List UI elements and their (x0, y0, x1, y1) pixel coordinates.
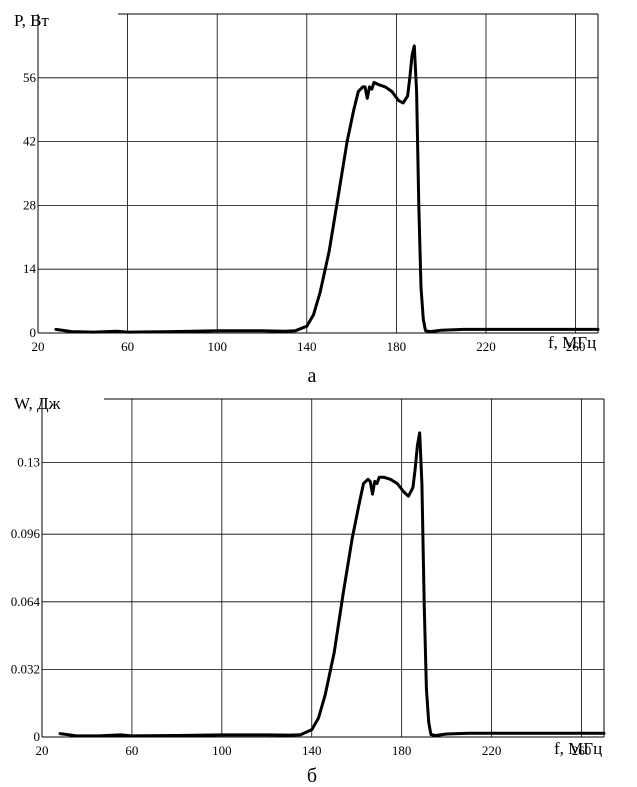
chart-a-xtick-260: 260 (566, 339, 586, 354)
chart-a-ytick-42: 42 (23, 134, 36, 149)
chart-b-xlabel: f, МГц (554, 739, 602, 758)
chart-a-xtick-20: 20 (32, 339, 45, 354)
chart-b-xtick-260: 260 (572, 743, 592, 758)
chart-b-ylabel: W, Дж (14, 394, 61, 413)
chart-b-grid (41, 398, 605, 738)
chart-a-xtick-220: 220 (476, 339, 496, 354)
chart-a-xlabel: f, МГц (548, 333, 596, 352)
chart-a-xtick-140: 140 (297, 339, 317, 354)
chart-a-ytick-56: 56 (23, 70, 37, 85)
chart-b-xtick-100: 100 (212, 743, 232, 758)
chart-b-xtick-20: 20 (36, 743, 49, 758)
chart-b-ytick-0.13: 0.13 (17, 454, 40, 469)
chart-b: W, Дж f, МГц б 20 60 100 140 180 220 260 0 0.032… (11, 394, 606, 787)
chart-b-xtick-140: 140 (302, 743, 322, 758)
chart-a-grid (37, 13, 599, 334)
chart-b-ytick-0: 0 (34, 729, 41, 744)
chart-b-ytick-0.064: 0.064 (11, 594, 41, 609)
chart-b-ytick-0.096: 0.096 (11, 526, 41, 541)
chart-a-ytick-0: 0 (30, 325, 37, 340)
chart-a-series-line-0 (54, 44, 600, 334)
chart-b-series-line-0 (58, 431, 606, 738)
chart-a: P, Вт f, МГц а 20 60 100 140 180 220 260 0 14 28 4… (14, 11, 600, 387)
chart-a-ylabel: P, Вт (14, 11, 49, 30)
chart-a-xtick-180: 180 (387, 339, 407, 354)
chart-b-xtick-180: 180 (392, 743, 412, 758)
chart-b-ytick-0.032: 0.032 (11, 661, 40, 676)
chart-a-xtick-60: 60 (121, 339, 134, 354)
chart-b-caption: б (307, 765, 317, 787)
chart-b-xtick-60: 60 (125, 743, 138, 758)
chart-a-ytick-28: 28 (23, 197, 36, 212)
chart-b-xtick-220: 220 (482, 743, 502, 758)
chart-a-caption: а (308, 365, 317, 387)
chart-a-ytick-14: 14 (23, 261, 37, 276)
chart-a-xtick-100: 100 (207, 339, 227, 354)
